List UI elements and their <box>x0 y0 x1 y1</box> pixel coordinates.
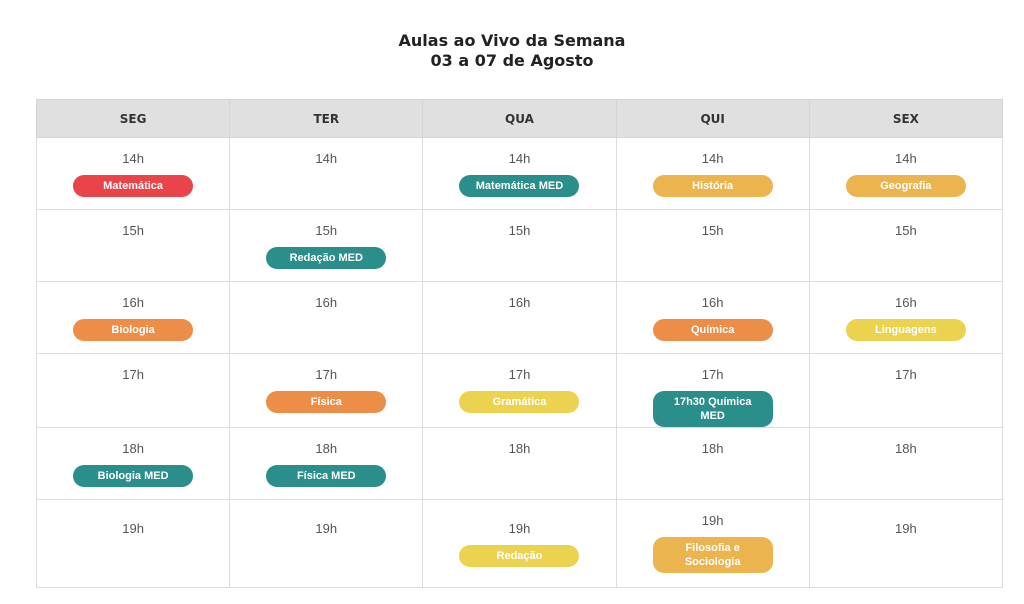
time-label: 18h <box>701 441 724 456</box>
time-label: 16h <box>895 295 917 310</box>
schedule-cell: 15h <box>808 209 1004 282</box>
schedule-row: 15h 15h Redação MED 15h 15h 15h <box>35 209 1004 282</box>
class-pill: Gramática <box>459 391 580 413</box>
schedule-cell: 17h <box>808 353 1004 428</box>
time-label: 14h <box>895 151 917 166</box>
class-pill: Matemática <box>73 175 194 197</box>
schedule-cell: 15h <box>422 209 617 282</box>
schedule-cell: 19h Filosofia e Sociologia <box>615 499 810 588</box>
schedule-cell: 16h <box>229 281 424 354</box>
table-body: 14h Matemática 14h 14h Matemática MED 14h Hist… <box>35 137 1004 588</box>
class-pill: Matemática MED <box>459 175 580 197</box>
time-label: 18h <box>508 441 531 456</box>
schedule-cell: 15h Redação MED <box>229 209 424 282</box>
time-label: 16h <box>315 295 338 310</box>
class-pill: Filosofia e Sociologia <box>652 537 773 573</box>
schedule-cell: 16h Química <box>615 281 810 354</box>
time-label: 15h <box>508 223 531 238</box>
time-label: 17h <box>895 367 917 382</box>
schedule-row: 14h Matemática 14h 14h Matemática MED 14h Hist… <box>35 137 1004 210</box>
class-pill: 17h30 Química MED <box>652 391 773 427</box>
class-pill: Biologia <box>73 319 194 341</box>
class-pill: Redação <box>459 545 580 567</box>
header: Aulas ao Vivo da Semana 03 a 07 de Agost… <box>0 0 1024 70</box>
day-header: SEX <box>808 99 1004 138</box>
schedule-cell: 16h <box>422 281 617 354</box>
schedule-cell: 15h <box>35 209 231 282</box>
class-pill: Química <box>652 319 773 341</box>
schedule-cell: 19h <box>35 499 231 588</box>
day-header: TER <box>229 99 424 138</box>
schedule-cell: 18h <box>615 427 810 500</box>
time-label: 18h <box>315 441 338 456</box>
schedule-cell: 14h História <box>615 137 810 210</box>
time-label: 19h <box>508 521 531 536</box>
time-label: 15h <box>122 223 144 238</box>
time-label: 17h <box>122 367 144 382</box>
time-label: 17h <box>701 367 724 382</box>
schedule-cell: 16h Linguagens <box>808 281 1004 354</box>
schedule-cell: 14h Matemática MED <box>422 137 617 210</box>
table-head: SEG TER QUA QUI SEX <box>35 99 1004 138</box>
time-label: 18h <box>122 441 144 456</box>
day-header: QUI <box>615 99 810 138</box>
time-label: 14h <box>315 151 338 166</box>
time-label: 19h <box>122 521 144 536</box>
class-pill: Linguagens <box>845 319 966 341</box>
class-pill: História <box>652 175 773 197</box>
time-label: 19h <box>315 521 338 536</box>
schedule-row: 16h Biologia 16h 16h 16h Química 16h Linguagens <box>35 281 1004 354</box>
subtitle: 03 a 07 de Agosto <box>430 51 594 70</box>
class-pill: Geografia <box>845 175 966 197</box>
time-label: 16h <box>122 295 144 310</box>
time-label: 17h <box>508 367 531 382</box>
class-pill: Física MED <box>266 465 387 487</box>
time-label: 18h <box>895 441 917 456</box>
schedule-cell: 19h Redação <box>422 499 617 588</box>
schedule-cell: 17h <box>35 353 231 428</box>
time-label: 17h <box>315 367 338 382</box>
header-row: SEG TER QUA QUI SEX <box>35 99 1004 138</box>
schedule-cell: 18h Biologia MED <box>35 427 231 500</box>
schedule-table: SEG TER QUA QUI SEX 14h Matemática 14h 14h Matem… <box>35 99 1004 588</box>
time-label: 14h <box>122 151 144 166</box>
schedule-cell: 18h <box>422 427 617 500</box>
schedule-cell: 18h Física MED <box>229 427 424 500</box>
time-label: 19h <box>701 513 724 528</box>
time-label: 14h <box>508 151 531 166</box>
schedule-row: 18h Biologia MED 18h Física MED 18h 18h 18h <box>35 427 1004 500</box>
schedule-row: 17h 17h Física 17h Gramática 17h 17h30 Química… <box>35 353 1004 428</box>
schedule-cell: 19h <box>808 499 1004 588</box>
schedule-cell: 15h <box>615 209 810 282</box>
schedule-cell: 14h <box>229 137 424 210</box>
class-pill: Redação MED <box>266 247 387 269</box>
schedule-cell: 16h Biologia <box>35 281 231 354</box>
schedule-cell: 19h <box>229 499 424 588</box>
time-label: 16h <box>508 295 531 310</box>
schedule-cell: 18h <box>808 427 1004 500</box>
schedule-cell: 14h Matemática <box>35 137 231 210</box>
schedule-cell: 14h Geografia <box>808 137 1004 210</box>
schedule-cell: 17h 17h30 Química MED <box>615 353 810 428</box>
class-pill: Física <box>266 391 387 413</box>
title: Aulas ao Vivo da Semana <box>398 31 626 50</box>
day-header: QUA <box>422 99 617 138</box>
time-label: 14h <box>701 151 724 166</box>
class-pill: Biologia MED <box>73 465 194 487</box>
time-label: 19h <box>895 521 917 536</box>
schedule-cell: 17h Gramática <box>422 353 617 428</box>
time-label: 15h <box>895 223 917 238</box>
time-label: 16h <box>701 295 724 310</box>
schedule-row: 19h 19h 19h Redação 19h Filosofia e Sociologi… <box>35 499 1004 588</box>
schedule-cell: 17h Física <box>229 353 424 428</box>
time-label: 15h <box>315 223 338 238</box>
time-label: 15h <box>701 223 724 238</box>
day-header: SEG <box>35 99 231 138</box>
